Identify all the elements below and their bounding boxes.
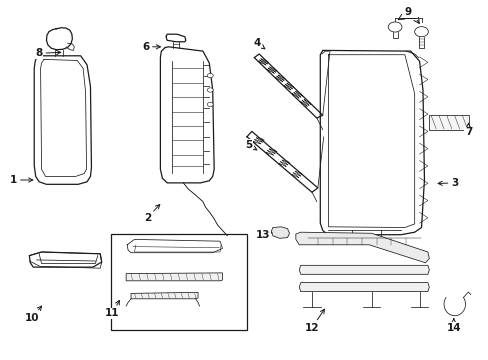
Polygon shape — [131, 292, 198, 299]
Polygon shape — [428, 115, 468, 130]
Text: 3: 3 — [437, 178, 457, 188]
Text: 14: 14 — [446, 319, 460, 333]
Circle shape — [414, 27, 427, 37]
Polygon shape — [295, 232, 428, 263]
Polygon shape — [126, 273, 222, 281]
Circle shape — [387, 22, 401, 32]
Text: 7: 7 — [464, 123, 471, 138]
Text: 5: 5 — [244, 140, 256, 150]
Text: 1: 1 — [10, 175, 33, 185]
Text: 8: 8 — [36, 48, 61, 58]
Polygon shape — [271, 227, 289, 238]
Text: 12: 12 — [304, 309, 324, 333]
Text: 2: 2 — [144, 204, 160, 223]
Circle shape — [207, 73, 213, 78]
Text: 10: 10 — [25, 306, 41, 323]
Polygon shape — [299, 283, 428, 292]
Polygon shape — [299, 265, 428, 274]
Circle shape — [207, 102, 213, 107]
Text: 9: 9 — [404, 6, 411, 17]
Circle shape — [207, 88, 213, 92]
Text: 13: 13 — [255, 230, 271, 240]
Text: 11: 11 — [105, 300, 120, 318]
Text: 6: 6 — [142, 42, 160, 52]
Bar — [111, 234, 247, 330]
Text: 4: 4 — [253, 38, 264, 49]
